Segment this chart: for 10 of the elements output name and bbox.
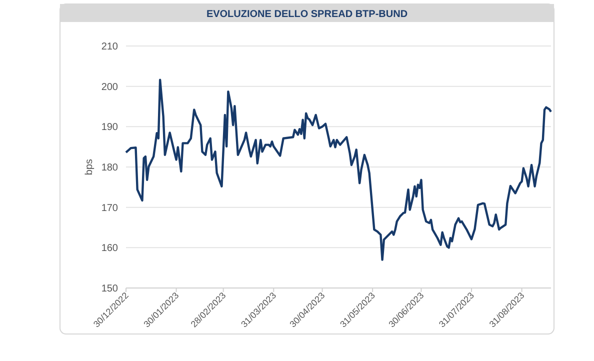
y-tick-label: 170 <box>101 202 118 214</box>
y-tick-label: 150 <box>101 284 118 294</box>
line-series <box>124 78 552 261</box>
y-tick-label: 200 <box>101 82 118 93</box>
y-axis-title: bps <box>84 158 95 176</box>
y-tick-label: 210 <box>101 42 118 52</box>
chart-title: EVOLUZIONE DELLO SPREAD BTP-BUND <box>206 9 408 20</box>
y-tick-label: 160 <box>101 243 118 254</box>
y-tick-label: 180 <box>101 162 118 174</box>
y-tick-label: 190 <box>101 122 118 134</box>
